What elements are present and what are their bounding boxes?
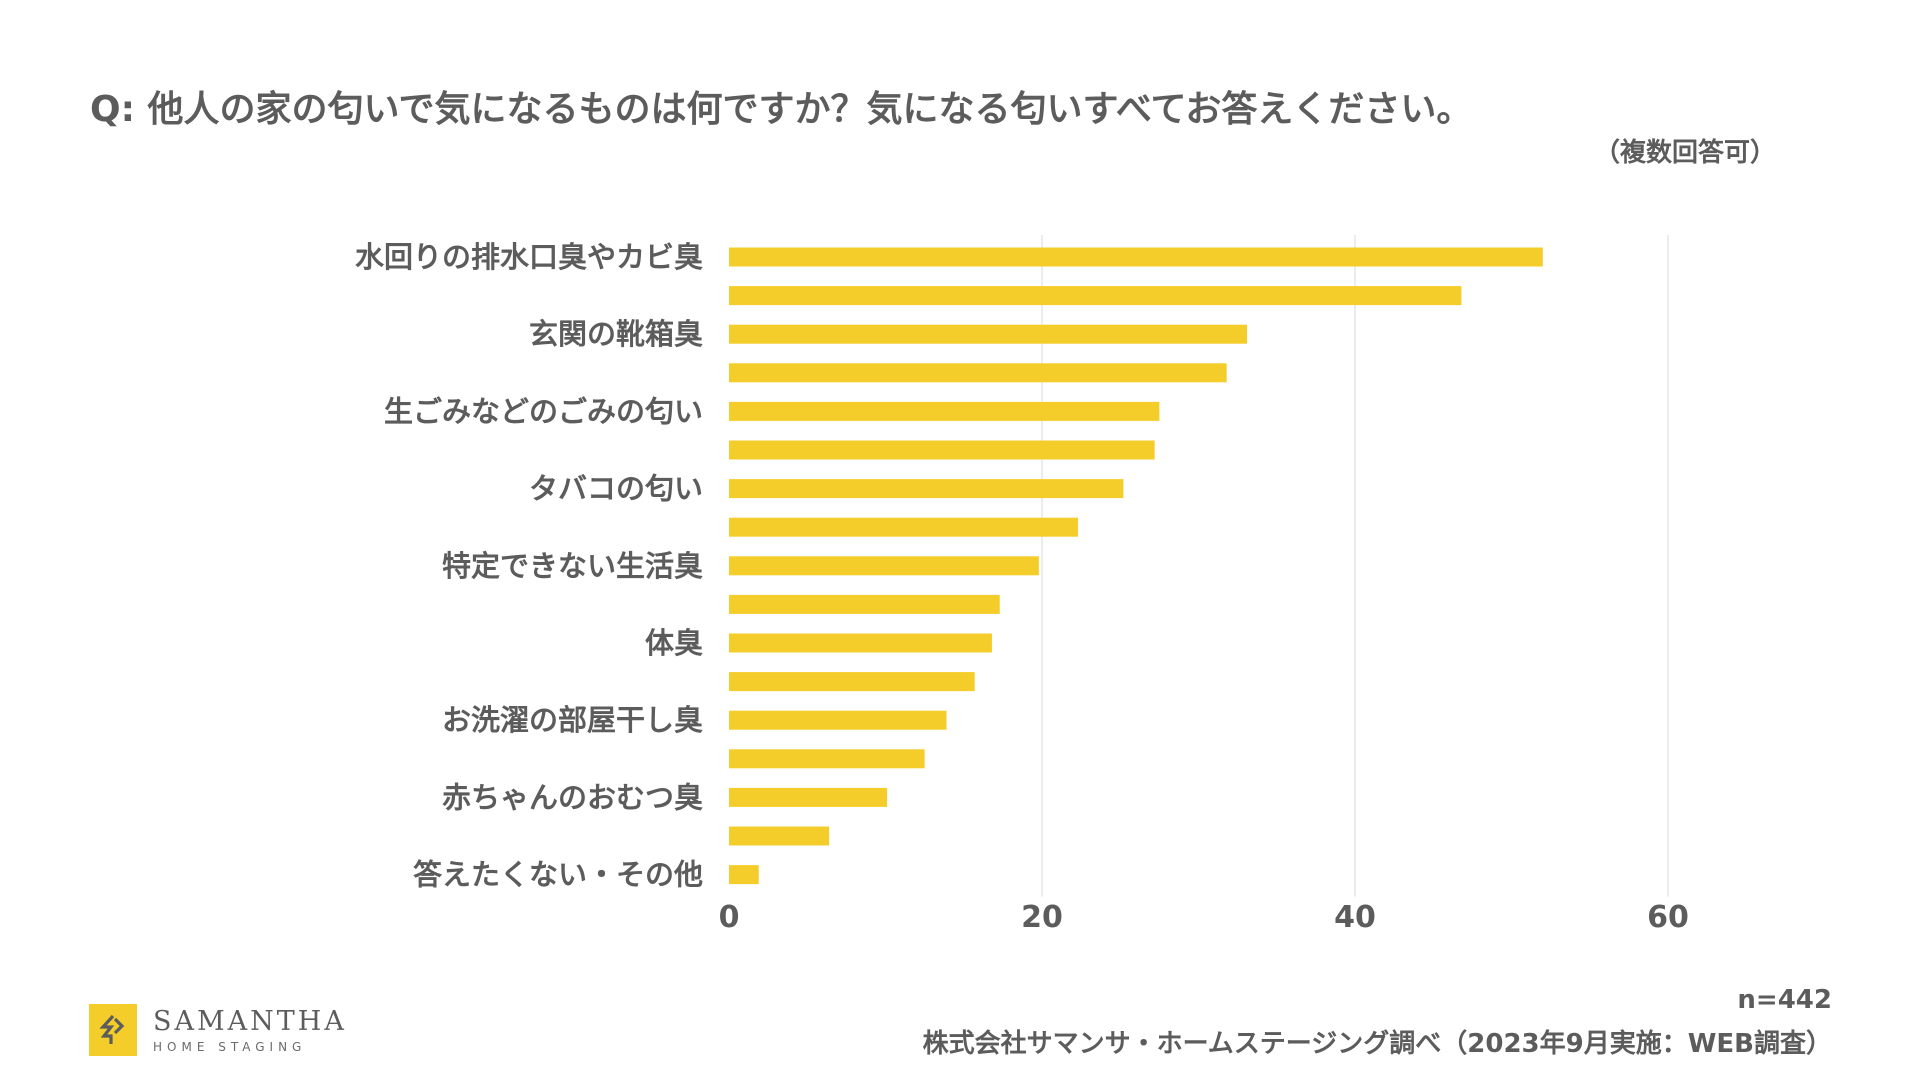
x-tick-label: 60 xyxy=(1647,900,1689,935)
bar xyxy=(729,440,1155,460)
category-label: 玄関の靴箱臭 xyxy=(529,317,703,351)
bar xyxy=(729,556,1039,576)
bar xyxy=(729,324,1248,344)
category-label: 赤ちゃんのおむつ臭 xyxy=(442,780,703,814)
company-logo: SAMANTHA HOME STAGING xyxy=(89,1004,347,1056)
bar xyxy=(729,363,1227,383)
bar xyxy=(729,865,759,885)
chart-title: Q: 他人の家の匂いで気になるものは何ですか？気になる匂いすべてお答えください。 xyxy=(90,89,1473,130)
category-label: お洗濯の部屋干し臭 xyxy=(442,703,703,737)
x-tick-label: 0 xyxy=(719,900,740,935)
category-label: 水回りの排水口臭やカビ臭 xyxy=(355,240,703,274)
sample-size-label: n=442 xyxy=(1737,985,1832,1015)
bar xyxy=(729,749,925,769)
category-label: タバコの匂い xyxy=(529,472,703,506)
category-label: 体臭 xyxy=(645,626,703,660)
bar xyxy=(729,594,1000,614)
category-label: 答えたくない・その他 xyxy=(413,858,703,892)
logo-mark-icon xyxy=(89,1004,137,1056)
logo-name: SAMANTHA xyxy=(153,1005,347,1037)
bar xyxy=(729,710,947,730)
source-note: 株式会社サマンサ・ホームステージング調べ（2023年9月実施：WEB調査） xyxy=(922,1029,1832,1059)
category-label: 生ごみなどのごみの匂い xyxy=(384,394,703,428)
bar xyxy=(729,401,1160,421)
bar xyxy=(729,286,1462,306)
bar xyxy=(729,826,830,846)
bar xyxy=(729,633,992,653)
bar xyxy=(729,672,975,692)
chart-subtitle: （複数回答可） xyxy=(1593,138,1776,168)
logo-subtitle: HOME STAGING xyxy=(153,1039,307,1054)
category-label: 特定できない生活臭 xyxy=(442,549,703,583)
x-tick-label: 40 xyxy=(1334,900,1376,935)
bar xyxy=(729,479,1124,499)
bar xyxy=(729,787,888,807)
bar xyxy=(729,517,1078,537)
bar xyxy=(729,247,1543,267)
x-tick-label: 20 xyxy=(1021,900,1063,935)
